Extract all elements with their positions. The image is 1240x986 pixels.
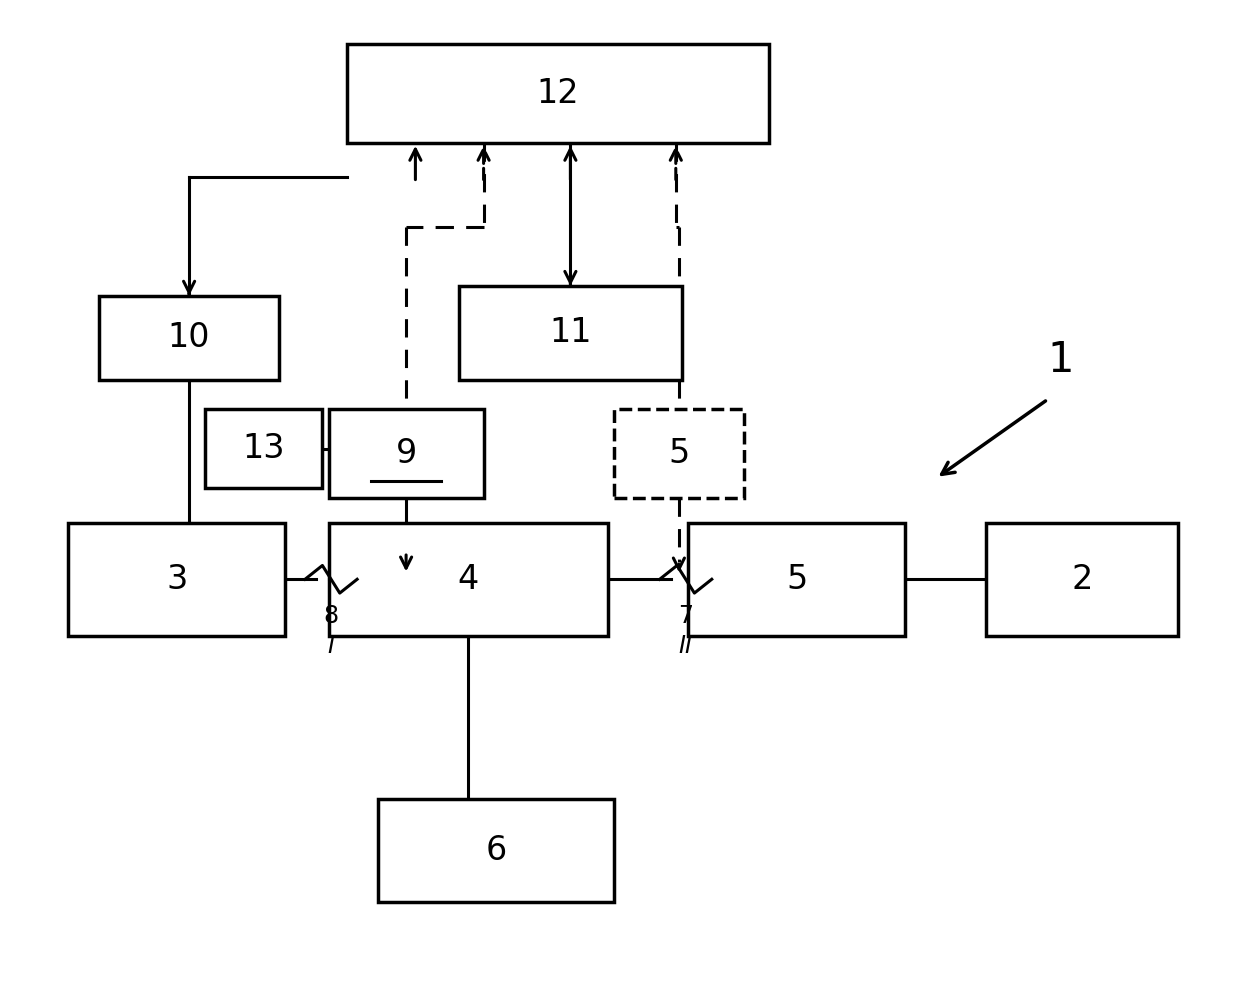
Text: 12: 12	[537, 77, 579, 110]
Bar	[347, 44, 769, 143]
Bar	[99, 296, 279, 380]
Bar	[614, 409, 744, 498]
Text: 1: 1	[1047, 339, 1074, 381]
Bar	[688, 523, 905, 636]
Text: 5: 5	[786, 563, 807, 596]
Text: 5: 5	[668, 437, 689, 470]
Text: 9: 9	[396, 437, 417, 470]
Text: 4: 4	[458, 563, 479, 596]
Text: 2: 2	[1071, 563, 1092, 596]
Bar	[459, 286, 682, 380]
Bar	[329, 523, 608, 636]
Bar	[205, 409, 322, 488]
Text: 6: 6	[485, 834, 507, 867]
Text: 7: 7	[678, 603, 693, 628]
Text: 10: 10	[167, 321, 211, 354]
Text: 13: 13	[242, 432, 285, 465]
Bar	[329, 409, 484, 498]
Bar	[986, 523, 1178, 636]
Bar	[378, 799, 614, 902]
Text: I: I	[327, 634, 335, 658]
Text: 8: 8	[324, 603, 339, 628]
Text: 3: 3	[166, 563, 187, 596]
Text: 11: 11	[549, 317, 591, 349]
Bar	[68, 523, 285, 636]
Text: II: II	[678, 634, 693, 658]
